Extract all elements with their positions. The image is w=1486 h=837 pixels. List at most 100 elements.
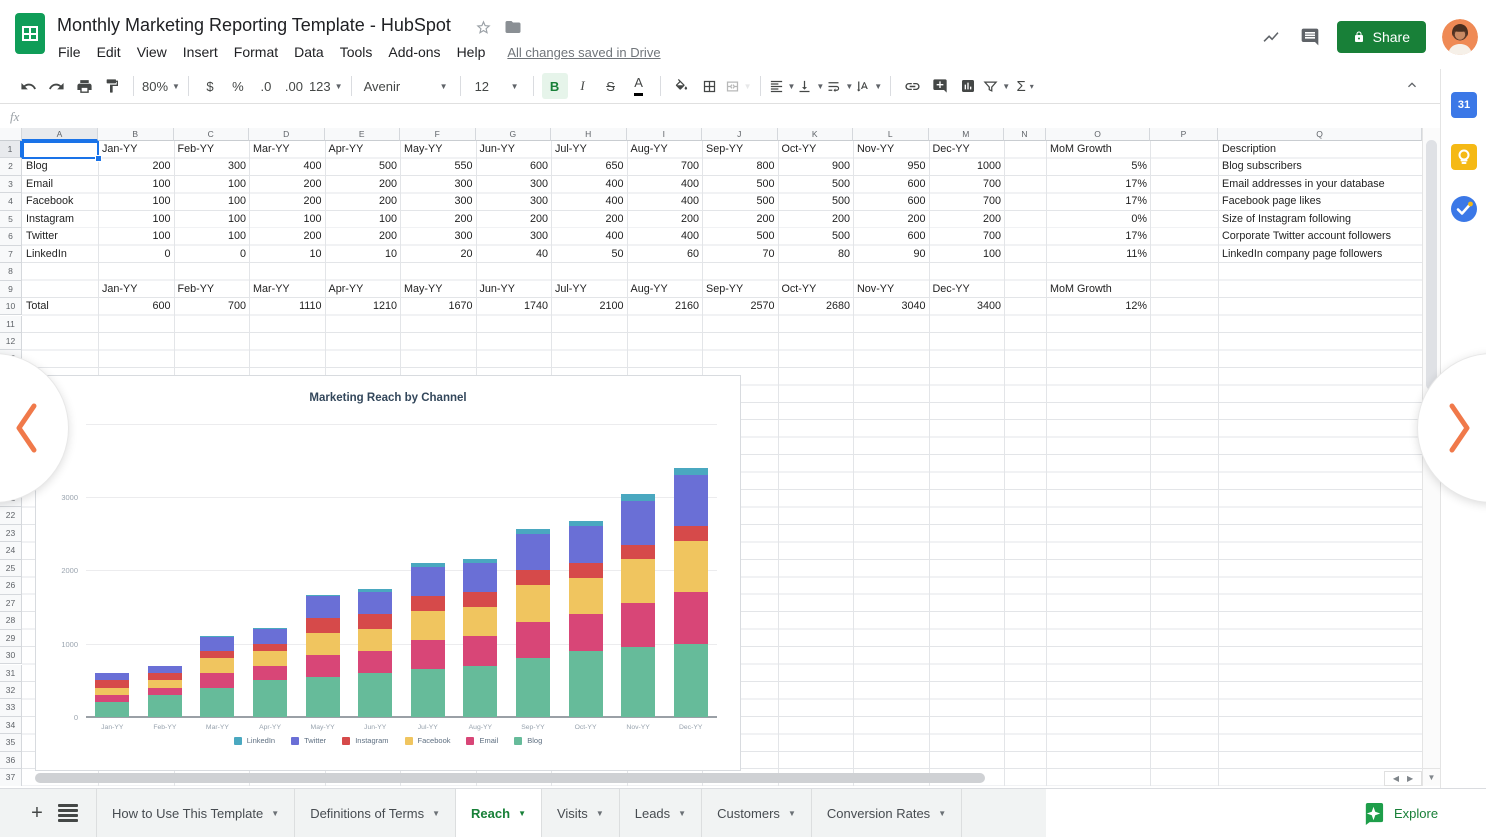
font-size-select[interactable]: 12▼ bbox=[469, 73, 525, 99]
row-header-4[interactable]: 4 bbox=[0, 193, 22, 210]
cell-e3[interactable]: 200 bbox=[326, 176, 401, 193]
cell-e1[interactable]: Apr-YY bbox=[326, 141, 401, 158]
cell-f1[interactable]: May-YY bbox=[401, 141, 476, 158]
column-header-k[interactable]: K bbox=[778, 128, 854, 141]
cell-c7[interactable]: 0 bbox=[175, 246, 250, 263]
cell-k5[interactable]: 200 bbox=[779, 211, 854, 228]
tasks-icon[interactable] bbox=[1451, 196, 1477, 222]
cell-o6[interactable]: 17% bbox=[1047, 228, 1150, 245]
cell-g2[interactable]: 600 bbox=[477, 158, 552, 175]
row-header-34[interactable]: 34 bbox=[0, 717, 22, 734]
menu-tools[interactable]: Tools bbox=[332, 42, 381, 62]
cell-a6[interactable]: Twitter bbox=[23, 228, 98, 245]
merge-cells-button[interactable]: ▼ bbox=[725, 73, 752, 99]
cell-j10[interactable]: 2570 bbox=[703, 298, 778, 315]
cell-f4[interactable]: 300 bbox=[401, 193, 476, 210]
cell-e2[interactable]: 500 bbox=[326, 158, 401, 175]
row-header-12[interactable]: 12 bbox=[0, 333, 22, 350]
cell-b7[interactable]: 0 bbox=[99, 246, 174, 263]
cell-g10[interactable]: 1740 bbox=[477, 298, 552, 315]
cell-q5[interactable]: Size of Instagram following bbox=[1219, 211, 1422, 228]
cell-c1[interactable]: Feb-YY bbox=[175, 141, 250, 158]
cell-o1[interactable]: MoM Growth bbox=[1047, 141, 1150, 158]
cell-b6[interactable]: 100 bbox=[99, 228, 174, 245]
cell-k1[interactable]: Oct-YY bbox=[779, 141, 854, 158]
menu-edit[interactable]: Edit bbox=[89, 42, 129, 62]
cell-l4[interactable]: 600 bbox=[854, 193, 929, 210]
cell-m5[interactable]: 200 bbox=[930, 211, 1005, 228]
format-percent-button[interactable]: % bbox=[225, 73, 251, 99]
tab-dropdown-icon[interactable]: ▼ bbox=[518, 809, 526, 818]
row-header-6[interactable]: 6 bbox=[0, 228, 22, 245]
redo-button[interactable] bbox=[43, 73, 69, 99]
cell-a4[interactable]: Facebook bbox=[23, 193, 98, 210]
explore-button[interactable]: Explore bbox=[1352, 797, 1448, 829]
column-header-q[interactable]: Q bbox=[1218, 128, 1422, 141]
tab-dropdown-icon[interactable]: ▼ bbox=[938, 809, 946, 818]
cell-l9[interactable]: Nov-YY bbox=[854, 281, 929, 298]
cell-d1[interactable]: Mar-YY bbox=[250, 141, 325, 158]
format-currency-button[interactable]: $ bbox=[197, 73, 223, 99]
row-header-10[interactable]: 10 bbox=[0, 298, 22, 315]
menu-view[interactable]: View bbox=[129, 42, 175, 62]
menu-format[interactable]: Format bbox=[226, 42, 286, 62]
cell-l5[interactable]: 200 bbox=[854, 211, 929, 228]
column-header-l[interactable]: L bbox=[853, 128, 929, 141]
cell-m3[interactable]: 700 bbox=[930, 176, 1005, 193]
cell-k6[interactable]: 500 bbox=[779, 228, 854, 245]
column-header-m[interactable]: M bbox=[929, 128, 1005, 141]
cell-f10[interactable]: 1670 bbox=[401, 298, 476, 315]
grid-corner[interactable] bbox=[0, 128, 22, 141]
undo-button[interactable] bbox=[15, 73, 41, 99]
scroll-right-icon[interactable]: ▶ bbox=[1407, 774, 1413, 783]
cell-h6[interactable]: 400 bbox=[552, 228, 627, 245]
font-select[interactable]: Avenir▼ bbox=[360, 73, 452, 99]
cell-i5[interactable]: 200 bbox=[628, 211, 703, 228]
decrease-decimal-button[interactable]: .0 bbox=[253, 73, 279, 99]
text-wrap-button[interactable]: ▼ bbox=[826, 73, 853, 99]
share-button[interactable]: Share bbox=[1337, 21, 1426, 53]
cell-m10[interactable]: 3400 bbox=[930, 298, 1005, 315]
star-icon[interactable] bbox=[475, 19, 492, 36]
cell-h5[interactable]: 200 bbox=[552, 211, 627, 228]
cell-c9[interactable]: Feb-YY bbox=[175, 281, 250, 298]
horizontal-scrollbar-thumb[interactable] bbox=[35, 773, 985, 783]
row-header-37[interactable]: 37 bbox=[0, 769, 22, 786]
column-header-e[interactable]: E bbox=[325, 128, 401, 141]
column-header-d[interactable]: D bbox=[249, 128, 325, 141]
row-header-29[interactable]: 29 bbox=[0, 630, 22, 647]
row-header-35[interactable]: 35 bbox=[0, 734, 22, 751]
row-header-1[interactable]: 1 bbox=[0, 141, 22, 158]
add-sheet-button[interactable]: + bbox=[24, 800, 50, 826]
cell-q2[interactable]: Blog subscribers bbox=[1219, 158, 1422, 175]
cell-d2[interactable]: 400 bbox=[250, 158, 325, 175]
cell-i9[interactable]: Aug-YY bbox=[628, 281, 703, 298]
row-header-22[interactable]: 22 bbox=[0, 507, 22, 524]
cell-m4[interactable]: 700 bbox=[930, 193, 1005, 210]
italic-button[interactable]: I bbox=[570, 73, 596, 99]
tab-customers[interactable]: Customers▼ bbox=[702, 789, 812, 837]
cell-o2[interactable]: 5% bbox=[1047, 158, 1150, 175]
menu-data[interactable]: Data bbox=[286, 42, 332, 62]
cell-f3[interactable]: 300 bbox=[401, 176, 476, 193]
cell-g5[interactable]: 200 bbox=[477, 211, 552, 228]
horizontal-align-button[interactable]: ▼ bbox=[769, 73, 796, 99]
cell-k9[interactable]: Oct-YY bbox=[779, 281, 854, 298]
cell-c6[interactable]: 100 bbox=[175, 228, 250, 245]
bold-button[interactable]: B bbox=[542, 73, 568, 99]
menu-add-ons[interactable]: Add-ons bbox=[380, 42, 448, 62]
row-header-26[interactable]: 26 bbox=[0, 577, 22, 594]
tab-visits[interactable]: Visits▼ bbox=[542, 789, 620, 837]
cell-c2[interactable]: 300 bbox=[175, 158, 250, 175]
cell-i2[interactable]: 700 bbox=[628, 158, 703, 175]
cell-c3[interactable]: 100 bbox=[175, 176, 250, 193]
cell-b9[interactable]: Jan-YY bbox=[99, 281, 174, 298]
tab-dropdown-icon[interactable]: ▼ bbox=[678, 809, 686, 818]
cell-i10[interactable]: 2160 bbox=[628, 298, 703, 315]
menu-insert[interactable]: Insert bbox=[175, 42, 226, 62]
borders-button[interactable] bbox=[697, 73, 723, 99]
cell-g1[interactable]: Jun-YY bbox=[477, 141, 552, 158]
all-sheets-button[interactable] bbox=[58, 804, 78, 822]
cell-g4[interactable]: 300 bbox=[477, 193, 552, 210]
more-formats-button[interactable]: 123▼ bbox=[309, 73, 343, 99]
